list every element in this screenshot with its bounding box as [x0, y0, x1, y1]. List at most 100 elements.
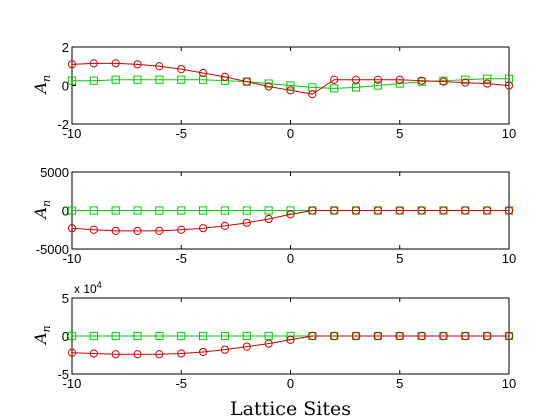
data-point-circle	[351, 206, 361, 215]
axis-multiplier-exponent: 4	[97, 280, 102, 290]
data-point-circle	[220, 72, 230, 81]
x-tick-label: 10	[502, 251, 516, 266]
x-tick-label: -5	[175, 376, 187, 391]
x-tick-label: 5	[396, 251, 403, 266]
data-point-circle	[330, 331, 339, 341]
data-point-circle	[177, 225, 186, 234]
data-point-square	[177, 206, 186, 215]
data-point-circle	[308, 90, 317, 99]
data-point-circle	[395, 331, 404, 341]
data-point-circle	[351, 75, 361, 84]
data-point-square	[111, 206, 120, 215]
data-point-circle	[133, 60, 142, 69]
data-point-square	[330, 84, 339, 93]
data-point-square	[177, 331, 186, 341]
data-point-circle	[111, 350, 120, 359]
data-point-circle	[351, 331, 361, 341]
data-point-square	[242, 206, 251, 215]
data-point-circle	[242, 342, 251, 351]
data-point-circle	[111, 226, 120, 236]
data-point-circle	[504, 206, 514, 215]
data-point-circle	[395, 75, 404, 84]
data-point-square	[199, 331, 208, 341]
y-tick-label: -5	[57, 367, 69, 382]
data-point-circle	[199, 68, 208, 78]
data-point-circle	[220, 345, 230, 354]
y-tick-label: 0	[62, 329, 69, 344]
series-circle-line	[71, 62, 510, 95]
x-axis-label: Lattice Sites	[230, 398, 351, 420]
data-point-square	[242, 331, 251, 341]
data-point-circle	[133, 226, 142, 236]
y-axis-label-sub: n	[40, 75, 53, 82]
data-point-circle	[483, 331, 492, 341]
data-point-square	[199, 206, 208, 215]
y-tick-label: -5000	[36, 242, 69, 257]
panel-1: -10 -5 0 5 10 2 0 -2 An	[31, 40, 516, 141]
data-point-square	[89, 206, 98, 215]
data-point-circle	[395, 206, 404, 215]
axis-multiplier-base: x 10	[74, 282, 97, 296]
x-tick-label: -10	[63, 251, 82, 266]
data-point-square	[483, 74, 492, 83]
data-point-circle	[242, 77, 251, 86]
data-point-square	[286, 81, 295, 90]
x-tick-label: -5	[175, 251, 187, 266]
x-tick-label: 10	[502, 376, 516, 391]
data-point-circle	[199, 224, 208, 233]
data-point-circle	[308, 206, 317, 215]
data-point-square	[155, 331, 164, 341]
x-tick-label: 5	[396, 126, 403, 141]
data-point-circle	[483, 206, 492, 215]
x-tick-label: 0	[287, 251, 294, 266]
data-point-square	[177, 75, 186, 84]
data-point-square	[89, 76, 98, 85]
data-point-square	[111, 331, 120, 341]
data-point-square	[220, 206, 230, 215]
data-point-circle	[504, 81, 514, 90]
y-axis-label: An	[31, 200, 53, 221]
data-point-circle	[461, 78, 470, 87]
series-circle-line	[71, 335, 509, 355]
data-point-circle	[155, 350, 164, 359]
y-tick-label: 0	[62, 204, 69, 219]
data-point-circle	[199, 347, 208, 357]
data-point-circle	[264, 82, 273, 91]
data-point-square	[264, 79, 273, 88]
data-point-circle	[220, 221, 230, 230]
axis-multiplier: x 104	[74, 280, 102, 296]
y-tick-label: 0	[62, 79, 69, 94]
data-point-circle	[67, 224, 77, 233]
y-tick-label: 5000	[40, 165, 69, 180]
x-tick-label: 10	[502, 126, 516, 141]
data-point-square	[461, 75, 470, 84]
data-point-circle	[155, 62, 164, 71]
y-tick-label: 5	[62, 291, 69, 306]
data-point-circle	[177, 349, 186, 358]
data-point-circle	[67, 60, 77, 69]
data-point-circle	[330, 206, 339, 215]
data-point-square	[264, 206, 273, 215]
data-point-square	[133, 206, 142, 215]
data-point-circle	[373, 75, 382, 84]
data-point-square	[351, 83, 361, 92]
data-point-circle	[373, 206, 382, 215]
data-point-circle	[417, 331, 426, 341]
series-circle-line	[71, 210, 509, 232]
data-point-circle	[286, 210, 295, 219]
data-point-circle	[417, 206, 426, 215]
data-point-circle	[461, 206, 470, 215]
data-point-square	[220, 331, 230, 341]
y-tick-label: 2	[62, 40, 69, 55]
data-point-square	[155, 75, 164, 84]
data-point-circle	[177, 65, 186, 74]
data-point-circle	[417, 76, 426, 85]
data-point-square	[67, 76, 77, 85]
data-point-square	[111, 75, 120, 84]
data-point-circle	[264, 339, 273, 348]
data-point-circle	[67, 348, 77, 357]
data-point-square	[89, 331, 98, 341]
data-point-circle	[133, 350, 142, 359]
